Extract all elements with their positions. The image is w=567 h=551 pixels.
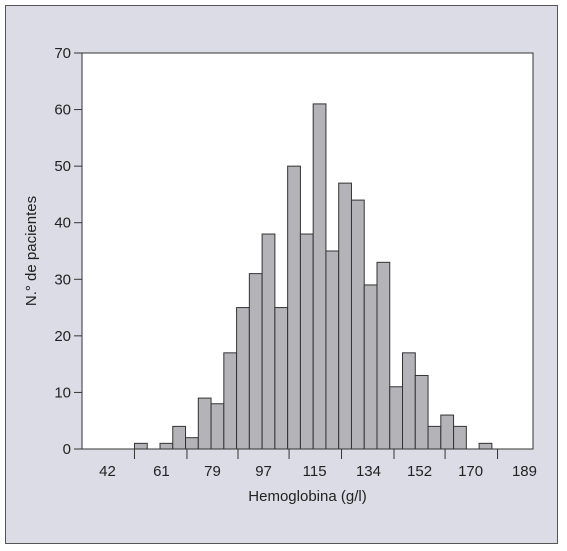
histogram-bar [338,182,352,450]
y-tick-label: 40 [54,215,71,232]
y-tick-label: 10 [54,384,71,401]
histogram-bar [159,442,174,450]
histogram-bar [312,103,327,450]
histogram-bar [185,437,199,450]
histogram-bar [287,165,301,450]
histogram-bar [363,284,378,450]
histogram-bar [299,233,314,450]
y-tick-label: 0 [63,441,71,458]
histogram-bar [274,307,289,450]
x-tick-label: 115 [303,463,327,480]
y-axis: 0 10 20 30 40 50 60 70 [54,45,82,458]
x-tick-label: 97 [255,463,272,480]
histogram-bar [210,403,225,450]
histogram-bar [376,261,391,450]
x-tick-label: 170 [458,463,483,480]
histogram-bar [350,199,365,450]
x-tick-label: 61 [153,463,170,480]
x-tick-label: 79 [204,463,221,480]
y-tick-label: 70 [54,45,71,62]
y-tick-label: 30 [54,271,71,288]
x-tick-label: 42 [99,463,116,480]
y-tick-label: 60 [54,102,71,119]
bars-group [133,103,493,450]
histogram-bar [389,386,404,450]
x-tick-label: 134 [356,463,381,480]
histogram-bar [133,442,148,450]
histogram-bar [453,425,467,450]
histogram-bar [402,352,416,450]
x-tick-label: 189 [512,463,537,480]
histogram-bar [414,374,429,450]
histogram-bar [248,273,263,450]
histogram-bar [440,414,455,450]
histogram-bar [223,352,238,450]
histogram-bar [172,425,187,450]
histogram-bar [427,425,442,450]
histogram-bar [236,307,250,450]
y-axis-title: N.° de pacientes [23,196,40,306]
x-axis-title: Hemoglobina (g/l) [248,488,366,505]
y-tick-label: 20 [54,328,71,345]
x-axis: 42 61 79 97 115 134 152 170 189 [82,448,537,480]
y-tick-label: 50 [54,158,71,175]
histogram-bar [478,442,493,450]
histogram-bar [261,233,276,450]
histogram-bar [325,250,340,450]
histogram-bar [197,397,212,450]
x-tick-label: 152 [407,463,432,480]
